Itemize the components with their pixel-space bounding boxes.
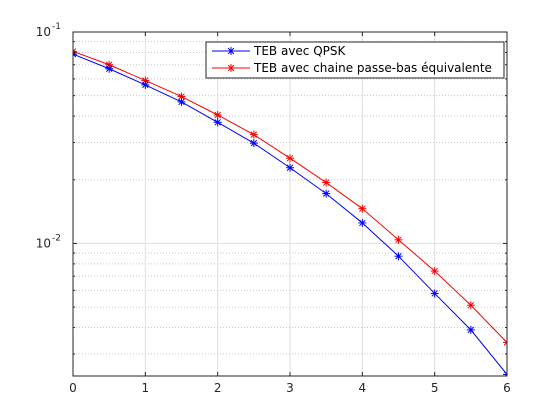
data-point [358,204,367,213]
data-point [286,163,294,172]
series-1 [73,47,507,347]
data-point [430,289,439,298]
data-point [503,338,507,347]
data-point [249,139,258,148]
data-point [286,154,294,163]
x-tick-label: 0 [69,381,77,395]
x-tick-label: 2 [214,381,222,395]
x-tick-label: 5 [431,381,439,395]
data-point [466,325,475,334]
series-0 [73,50,507,376]
x-tick-label: 3 [286,381,294,395]
series-group [73,47,507,376]
legend-box [205,41,505,79]
data-point [177,92,186,101]
x-tick-label: 1 [142,381,150,395]
legend-marker [227,47,235,55]
x-tick-label: 4 [359,381,367,395]
data-point [105,64,114,73]
data-point [503,370,507,376]
y-tick-label-exponent: -2 [52,233,61,243]
data-point [177,97,186,106]
data-point [213,118,222,127]
y-tick-label-exponent: -1 [52,22,61,32]
data-point [322,189,331,198]
y-tick-label: 10 [36,25,51,39]
y-tick-label: 10 [36,236,51,250]
data-point [466,301,475,310]
legend-label: TEB avec chaine passe-bas équivalente [253,61,492,75]
legend-marker [227,64,235,72]
data-point [141,80,150,89]
legend-entry: TEB avec chaine passe-bas équivalente [212,61,492,75]
legend: TEB avec QPSK TEB avec chaine passe-bas é… [205,41,505,79]
data-point [430,267,439,276]
legend-label: TEB avec QPSK [253,44,347,58]
data-point [213,110,222,119]
data-point [358,218,367,227]
data-point [394,252,403,261]
data-point [249,130,258,139]
data-point [394,235,403,244]
data-point [322,178,331,187]
ticks: 0 1 2 3 4 5 610-210-1 [36,22,511,395]
legend-entry: TEB avec QPSK [212,44,347,58]
x-tick-label: 6 [503,381,511,395]
